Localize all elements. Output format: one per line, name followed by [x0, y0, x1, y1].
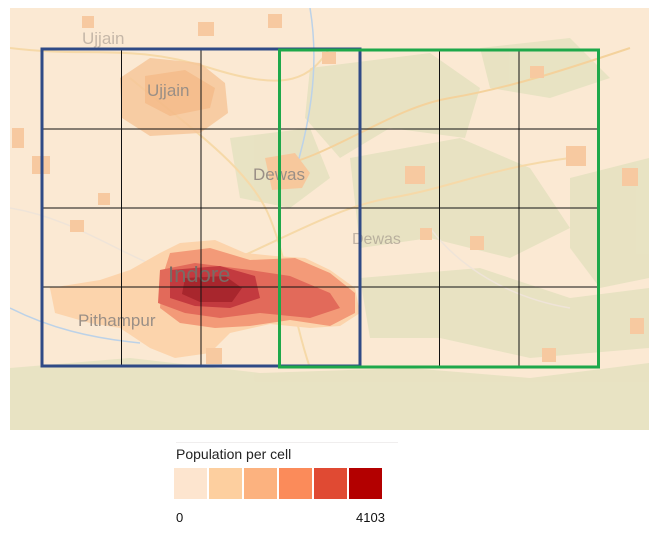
legend-title: Population per cell — [176, 446, 292, 462]
legend-swatch — [349, 468, 382, 499]
selection-boxes — [40, 47, 600, 369]
place-label-ujjain-ghost: Ujjain — [82, 29, 125, 48]
right-box — [278, 48, 600, 369]
legend: Population per cell 0 4103 — [174, 446, 400, 525]
legend-divider — [176, 442, 398, 443]
map-canvas[interactable]: Ujjain Ujjain Dewas Dewas Indore Pithamp… — [10, 8, 649, 430]
place-labels: Ujjain Ujjain Dewas Dewas Indore Pithamp… — [78, 29, 401, 330]
place-label-dewas-ghost: Dewas — [352, 231, 401, 248]
left-box — [40, 47, 362, 368]
legend-max-label: 4103 — [356, 510, 385, 525]
place-label-ujjain: Ujjain — [147, 81, 190, 100]
place-label-indore: Indore — [168, 262, 230, 287]
map-view[interactable]: Ujjain Ujjain Dewas Dewas Indore Pithamp… — [10, 8, 649, 430]
legend-swatch — [174, 468, 207, 499]
legend-color-bar — [174, 468, 400, 499]
legend-swatch — [244, 468, 277, 499]
legend-swatch — [209, 468, 242, 499]
legend-min-label: 0 — [176, 510, 184, 525]
place-label-pithampur: Pithampur — [78, 311, 156, 330]
legend-swatch — [314, 468, 347, 499]
legend-swatch — [279, 468, 312, 499]
